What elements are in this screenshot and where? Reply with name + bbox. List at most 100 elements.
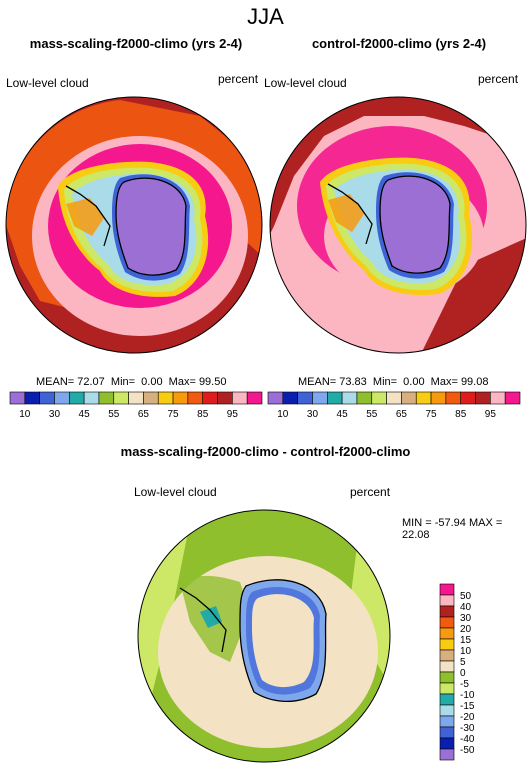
colorbar-left-swatch [9, 391, 26, 405]
panel-left-units-label: percent [218, 72, 259, 86]
colorbar-diff-swatch [439, 660, 455, 673]
colorbar-right-swatch [401, 391, 417, 405]
diff-title: mass-scaling-f2000-climo - control-f2000… [120, 444, 411, 459]
colorbar-left-tick-label: 75 [167, 409, 179, 420]
colorbar-diff-tick-label: 20 [460, 624, 472, 635]
colorbar-right-tick-label: 95 [485, 409, 497, 420]
panel-left-variable-label: Low-level cloud [6, 76, 89, 90]
map-difference [137, 509, 391, 763]
colorbar-left-tick-label: 85 [197, 409, 209, 420]
colorbar-right-tick-label: 30 [307, 409, 319, 420]
colorbar-diff-tick-label: -40 [460, 734, 475, 745]
colorbar-diff-tick-label: -15 [460, 701, 475, 712]
colorbar-diff-tick-label: 30 [460, 613, 472, 624]
colorbar-diff-swatch [439, 693, 455, 706]
colorbar-diff-tick-label: -10 [460, 690, 475, 701]
colorbar-right-tick-label: 55 [366, 409, 378, 420]
diff-stats: MIN = -57.94 MAX = 22.08 [402, 517, 503, 541]
colorbar-left-swatch [143, 391, 159, 405]
colorbar-right-swatch [356, 391, 373, 405]
colorbar-left-swatch [246, 391, 263, 405]
colorbar-diff-tick-label: 15 [460, 635, 472, 646]
colorbar-left-swatch [98, 391, 115, 405]
colorbar-right-swatch [282, 391, 298, 405]
colorbar-left-swatch [54, 391, 70, 405]
colorbar-right-tick-label: 65 [396, 409, 408, 420]
colorbar-diff-swatch [439, 737, 455, 750]
colorbar-right-swatch [430, 391, 447, 405]
colorbar-diff-swatch [439, 594, 455, 607]
colorbar-right-swatch [267, 391, 284, 405]
colorbar-left-swatch [187, 391, 204, 405]
colorbar-right-swatch [460, 391, 476, 405]
colorbar-left-swatch [128, 391, 144, 405]
colorbar-left-swatch [202, 391, 218, 405]
panel-right-title: control-f2000-climo (yrs 2-4) [311, 36, 487, 51]
panel-left-title: mass-scaling-f2000-climo (yrs 2-4) [29, 36, 243, 51]
colorbar-right-swatch [490, 391, 506, 405]
colorbar-left-tick-label: 45 [79, 409, 91, 420]
panel-right-units-label: percent [478, 72, 519, 86]
colorbar-control: 10 30 45 55 65 75 85 95 [267, 391, 521, 420]
diff-units-label: percent [350, 485, 391, 499]
colorbar-diff-swatch [439, 627, 455, 640]
figure-title: JJA [247, 4, 284, 29]
colorbar-left-swatch [68, 391, 85, 405]
colorbar-diff-tick-label: -20 [460, 712, 475, 723]
diff-variable-label: Low-level cloud [134, 485, 217, 499]
colorbar-right-swatch [415, 391, 432, 405]
colorbar-left-tick-label: 65 [138, 409, 150, 420]
colorbar-diff-swatch [439, 649, 455, 662]
panel-left-stats: MEAN= 72.07 Min= 0.00 Max= 99.50 [36, 376, 227, 388]
colorbar-diff-tick-label: 10 [460, 646, 472, 657]
panel-right-stats: MEAN= 73.83 Min= 0.00 Max= 99.08 [298, 376, 489, 388]
map-control [269, 96, 527, 354]
colorbar-left-swatch [172, 391, 189, 405]
colorbar-left-tick-label: 55 [108, 409, 120, 420]
colorbar-right-swatch [445, 391, 462, 405]
panel-right-variable-label: Low-level cloud [264, 76, 347, 90]
colorbar-mass-scaling: 10 30 45 55 65 75 85 95 [9, 391, 263, 420]
colorbar-right-swatch [475, 391, 491, 405]
colorbar-left-swatch [217, 391, 233, 405]
colorbar-diff-swatch [439, 748, 455, 761]
colorbar-diff-tick-label: 0 [460, 668, 466, 679]
colorbar-left-swatch [232, 391, 248, 405]
colorbar-left-swatch [113, 391, 129, 405]
colorbar-diff-tick-label: 5 [460, 657, 466, 668]
colorbar-diff-swatch [439, 682, 455, 695]
colorbar-right-tick-label: 10 [277, 409, 289, 420]
colorbar-right-tick-label: 75 [425, 409, 437, 420]
colorbar-right-swatch [371, 391, 387, 405]
colorbar-diff-tick-label: -50 [460, 745, 475, 756]
colorbar-diff-tick-label: -5 [460, 679, 469, 690]
colorbar-left-swatch [39, 391, 55, 405]
colorbar-diff-swatch [439, 583, 455, 596]
colorbar-diff-swatch [439, 605, 455, 618]
colorbar-left-tick-label: 10 [19, 409, 31, 420]
colorbar-right-swatch [326, 391, 343, 405]
colorbar-left-swatch [24, 391, 40, 405]
colorbar-right-tick-label: 45 [337, 409, 349, 420]
colorbar-right-swatch [312, 391, 328, 405]
colorbar-diff-swatch [439, 715, 455, 728]
colorbar-left-tick-label: 30 [49, 409, 61, 420]
colorbar-left-swatch [157, 391, 174, 405]
colorbar-diff-swatch [439, 726, 455, 739]
colorbar-diff-swatch [439, 671, 455, 684]
colorbar-right-swatch [386, 391, 402, 405]
colorbar-diff-tick-label: 50 [460, 591, 472, 602]
colorbar-diff-tick-label: 40 [460, 602, 472, 613]
colorbar-right-tick-label: 85 [455, 409, 467, 420]
colorbar-diff-swatch [439, 704, 455, 717]
colorbar-right-swatch [297, 391, 313, 405]
map-mass-scaling [5, 96, 263, 354]
colorbar-diff-swatch [439, 638, 455, 651]
colorbar-right-swatch [341, 391, 358, 405]
colorbar-left-tick-label: 95 [227, 409, 239, 420]
colorbar-right-swatch [504, 391, 521, 405]
colorbar-left-swatch [83, 391, 100, 405]
colorbar-diff-tick-label: -30 [460, 723, 475, 734]
colorbar-diff-swatch [439, 616, 455, 629]
